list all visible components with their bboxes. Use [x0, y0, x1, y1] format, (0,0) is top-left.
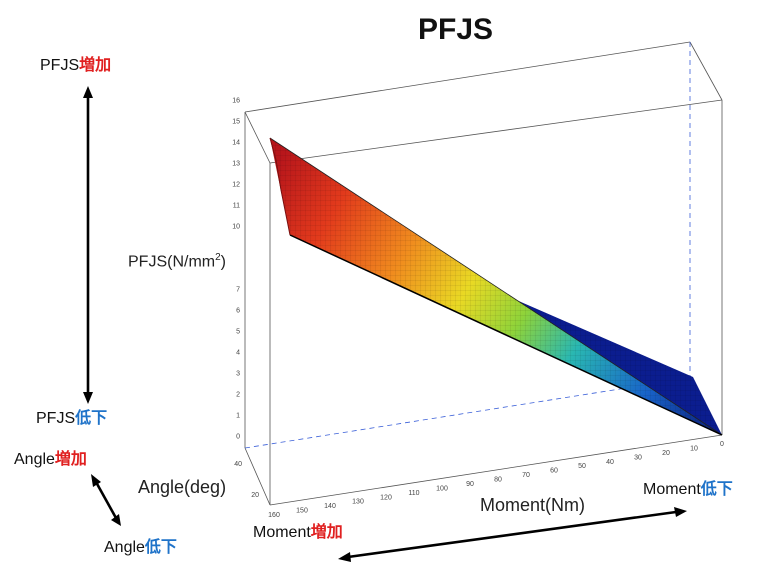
z-tick-label: 0 — [236, 434, 240, 441]
arrow-head — [674, 507, 687, 517]
x-tick-label: 50 — [578, 463, 586, 470]
annotation-text: Moment — [253, 524, 311, 541]
z-tick-label: 13 — [232, 161, 240, 168]
moment-decrease-annotation: Moment低下 — [643, 482, 733, 498]
x-tick-label: 80 — [494, 477, 502, 484]
annotation-kanji: 増加 — [79, 57, 112, 74]
x-tick-label: 130 — [352, 499, 364, 506]
y-tick-label: 20 — [251, 492, 259, 499]
x-tick-label: 60 — [550, 468, 558, 475]
arrow-head — [338, 552, 351, 562]
x-tick-label: 120 — [380, 494, 392, 501]
annotation-text: PFJS — [36, 410, 76, 427]
pfjs-decrease-annotation: PFJS低下 — [36, 411, 107, 427]
x-tick-label: 0 — [720, 441, 724, 448]
z-tick-label: 14 — [232, 140, 240, 147]
z-tick-label: 2 — [236, 392, 240, 399]
angle-decrease-annotation: Angle低下 — [104, 540, 177, 556]
x-tick-label: 20 — [662, 450, 670, 457]
box-edge — [689, 41, 723, 101]
z-tick-label: 3 — [236, 371, 240, 378]
arrow-head — [91, 474, 101, 487]
annotation-kanji: 低下 — [144, 539, 177, 556]
box-edge — [244, 447, 271, 506]
z-tick-label: 1 — [236, 413, 240, 420]
annotation-kanji: 低下 — [700, 481, 733, 498]
z-tick-label: 16 — [232, 98, 240, 105]
moment-increase-annotation: Moment増加 — [253, 525, 343, 541]
box-edge — [269, 434, 723, 506]
x-tick-label: 150 — [296, 508, 308, 515]
angle-increase-annotation: Angle増加 — [14, 452, 87, 468]
z-tick-label: 10 — [232, 224, 240, 231]
box-edge — [244, 111, 271, 164]
x-tick-label: 160 — [268, 512, 280, 519]
annotation-text: PFJS — [40, 57, 80, 74]
moment-double-arrow — [347, 510, 677, 559]
box-edge — [244, 41, 691, 113]
arrow-head — [83, 392, 93, 404]
arrow-head — [111, 514, 121, 526]
x-tick-label: 110 — [408, 490, 419, 497]
pfjs-increase-annotation: PFJS増加 — [40, 58, 111, 74]
x-tick-label: 90 — [466, 481, 474, 488]
z-tick-label: 4 — [236, 350, 240, 357]
x-tick-label: 140 — [324, 503, 336, 510]
annotation-kanji: 増加 — [54, 451, 87, 468]
z-axis-label-sup: 2 — [215, 252, 221, 263]
z-tick-label: 6 — [236, 308, 240, 315]
arrow-head — [83, 86, 93, 98]
x-tick-label: 70 — [522, 472, 530, 479]
annotation-arrows — [83, 86, 687, 562]
annotation-text: Angle — [14, 451, 55, 468]
z-axis-label-text: PFJS(N/mm — [128, 253, 216, 271]
annotation-text: Moment — [643, 481, 701, 498]
x-axis-label: Moment(Nm) — [480, 495, 586, 515]
x-tick-label: 30 — [634, 454, 642, 461]
z-tick-label: 11 — [233, 203, 240, 210]
surface — [269, 137, 723, 436]
surface-edge — [269, 137, 291, 236]
annotation-text: Angle — [104, 539, 145, 556]
box-edge — [269, 99, 723, 164]
annotation-kanji: 増加 — [310, 524, 343, 541]
axes-box — [244, 41, 723, 506]
z-tick-label: 7 — [236, 287, 240, 294]
chart-title: PFJS — [418, 13, 494, 46]
x-tick-label: 100 — [436, 485, 448, 492]
z-tick-label: 5 — [236, 329, 240, 336]
angle-double-arrow — [94, 481, 118, 519]
z-axis-label-close: ) — [220, 253, 226, 271]
y-axis-label: Angle(deg) — [138, 477, 227, 497]
y-tick-labels: 40 20 — [234, 461, 259, 499]
surface-edge — [269, 137, 723, 436]
z-tick-label: 12 — [232, 182, 240, 189]
x-tick-label: 40 — [606, 459, 614, 466]
surface-edge — [289, 234, 723, 436]
x-tick-label: 10 — [690, 445, 698, 452]
z-tick-label: 15 — [232, 119, 240, 126]
z-axis-label: PFJS(N/mm2) — [128, 253, 226, 270]
box-edge-hidden — [244, 377, 691, 449]
annotation-kanji: 低下 — [75, 410, 108, 427]
y-tick-label: 40 — [234, 461, 242, 468]
